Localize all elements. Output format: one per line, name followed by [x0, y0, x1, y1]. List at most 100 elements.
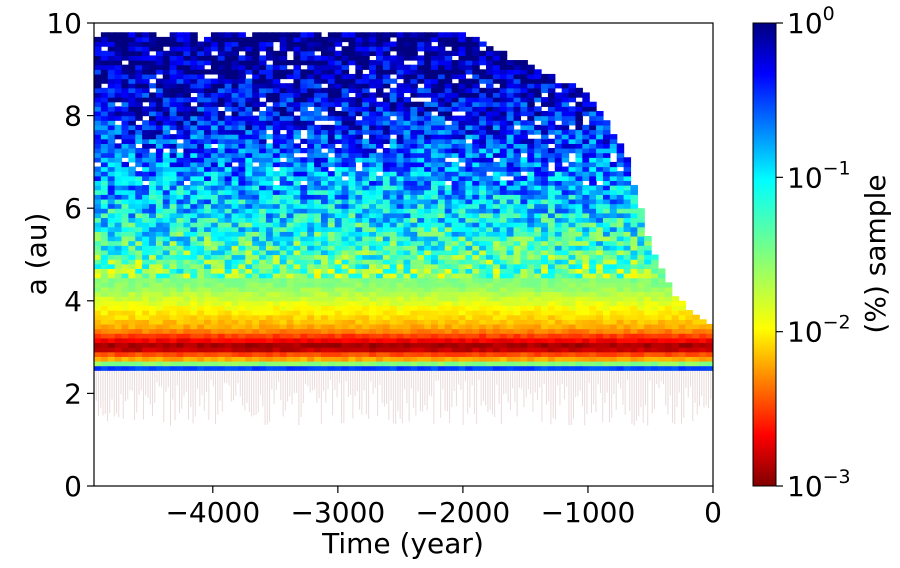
heatmap-cell — [465, 333, 473, 339]
heatmap-cell — [431, 171, 439, 177]
heatmap-cell — [458, 249, 466, 256]
heatmap-cell — [107, 212, 116, 219]
heatmap-cell — [265, 356, 274, 362]
heatmap-cell — [375, 50, 384, 57]
heatmap-cell — [568, 286, 577, 293]
heatmap-cell — [403, 115, 411, 121]
heatmap-cell — [169, 92, 178, 98]
heatmap-cell — [389, 101, 398, 107]
heatmap-cell — [334, 333, 343, 339]
heatmap-cell — [183, 212, 191, 219]
heatmap-cell — [534, 92, 542, 98]
heatmap-cell — [382, 328, 391, 334]
heatmap-cell — [259, 101, 267, 107]
heatmap-cell — [451, 129, 460, 135]
heatmap-cell — [217, 120, 226, 126]
heatmap-cell — [575, 226, 583, 232]
heatmap-cell — [293, 347, 301, 353]
heatmap-cell — [341, 347, 350, 353]
heatmap-cell — [176, 328, 185, 334]
heatmap-cell — [451, 226, 460, 232]
heatmap-cell — [210, 36, 219, 43]
heatmap-cell — [534, 263, 542, 269]
heatmap-cell — [382, 323, 391, 330]
heatmap-cell — [245, 277, 253, 283]
heatmap-cell — [375, 101, 384, 107]
heatmap-cell — [520, 110, 528, 117]
heatmap-cell — [265, 166, 274, 172]
heatmap-cell — [320, 46, 329, 52]
heatmap-cell — [272, 333, 281, 339]
heatmap-cell — [135, 245, 143, 251]
heatmap-cell — [382, 124, 391, 131]
heatmap-cell — [259, 333, 267, 339]
heatmap-cell — [575, 185, 583, 191]
heatmap-cell — [162, 226, 171, 232]
heatmap-cell — [183, 106, 191, 112]
heatmap-cell — [320, 69, 329, 75]
heatmap-cell — [100, 36, 109, 43]
heatmap-cell — [451, 69, 460, 75]
heatmap-cell — [486, 92, 494, 98]
heatmap-cell — [300, 342, 308, 348]
heatmap-cell — [259, 194, 267, 200]
heatmap-cell — [142, 36, 150, 43]
heatmap-cell — [100, 268, 109, 274]
heatmap-cell — [135, 152, 143, 158]
heatmap-cell — [513, 277, 522, 283]
heatmap-cell — [327, 115, 336, 121]
heatmap-cell — [293, 300, 301, 307]
heatmap-cell — [100, 166, 109, 172]
heatmap-cell — [224, 351, 233, 357]
heatmap-cell — [217, 263, 226, 269]
heatmap-cell — [341, 231, 350, 237]
heatmap-cell — [121, 115, 129, 121]
heatmap-cell — [114, 83, 123, 89]
heatmap-cell — [561, 134, 570, 140]
heatmap-cell — [107, 235, 116, 242]
heatmap-cell — [107, 291, 116, 297]
heatmap-cell — [176, 152, 185, 158]
heatmap-cell — [396, 222, 405, 228]
heatmap-cell — [403, 36, 411, 43]
heatmap-cell — [499, 120, 508, 126]
heatmap-cell — [162, 231, 171, 237]
heatmap-cell — [444, 87, 453, 94]
heatmap-cell — [210, 60, 219, 66]
heatmap-cell — [506, 73, 515, 80]
heatmap-cell — [327, 300, 336, 307]
heatmap-cell — [100, 319, 109, 325]
heatmap-cell — [204, 360, 212, 367]
heatmap-cell — [437, 129, 446, 135]
heatmap-cell — [259, 64, 267, 70]
heatmap-cell — [568, 203, 577, 209]
heatmap-cell — [389, 46, 398, 52]
heatmap-cell — [575, 143, 583, 149]
heatmap-cell — [396, 333, 405, 339]
heatmap-cell — [465, 337, 473, 344]
heatmap-cell — [314, 55, 322, 61]
heatmap-cell — [169, 46, 178, 52]
heatmap-cell — [149, 171, 157, 177]
heatmap-cell — [334, 60, 343, 66]
heatmap-cell — [314, 259, 322, 265]
heatmap-cell — [176, 36, 185, 43]
heatmap-cell — [252, 282, 260, 288]
heatmap-cell — [575, 273, 583, 279]
heatmap-cell — [389, 143, 398, 149]
heatmap-cell — [534, 180, 542, 186]
heatmap-cell — [107, 92, 116, 98]
heatmap-cell — [431, 342, 439, 348]
heatmap-cell — [231, 226, 240, 232]
heatmap-cell — [210, 110, 219, 117]
heatmap-cell — [224, 189, 233, 195]
heatmap-cell — [286, 198, 295, 205]
heatmap-cell — [417, 203, 425, 209]
heatmap-cell — [568, 323, 577, 330]
heatmap-cell — [155, 360, 164, 367]
heatmap-cell — [437, 180, 446, 186]
heatmap-cell — [424, 143, 432, 149]
heatmap-cell — [217, 87, 226, 94]
heatmap-cell — [479, 161, 487, 168]
heatmap-cell — [314, 83, 322, 89]
